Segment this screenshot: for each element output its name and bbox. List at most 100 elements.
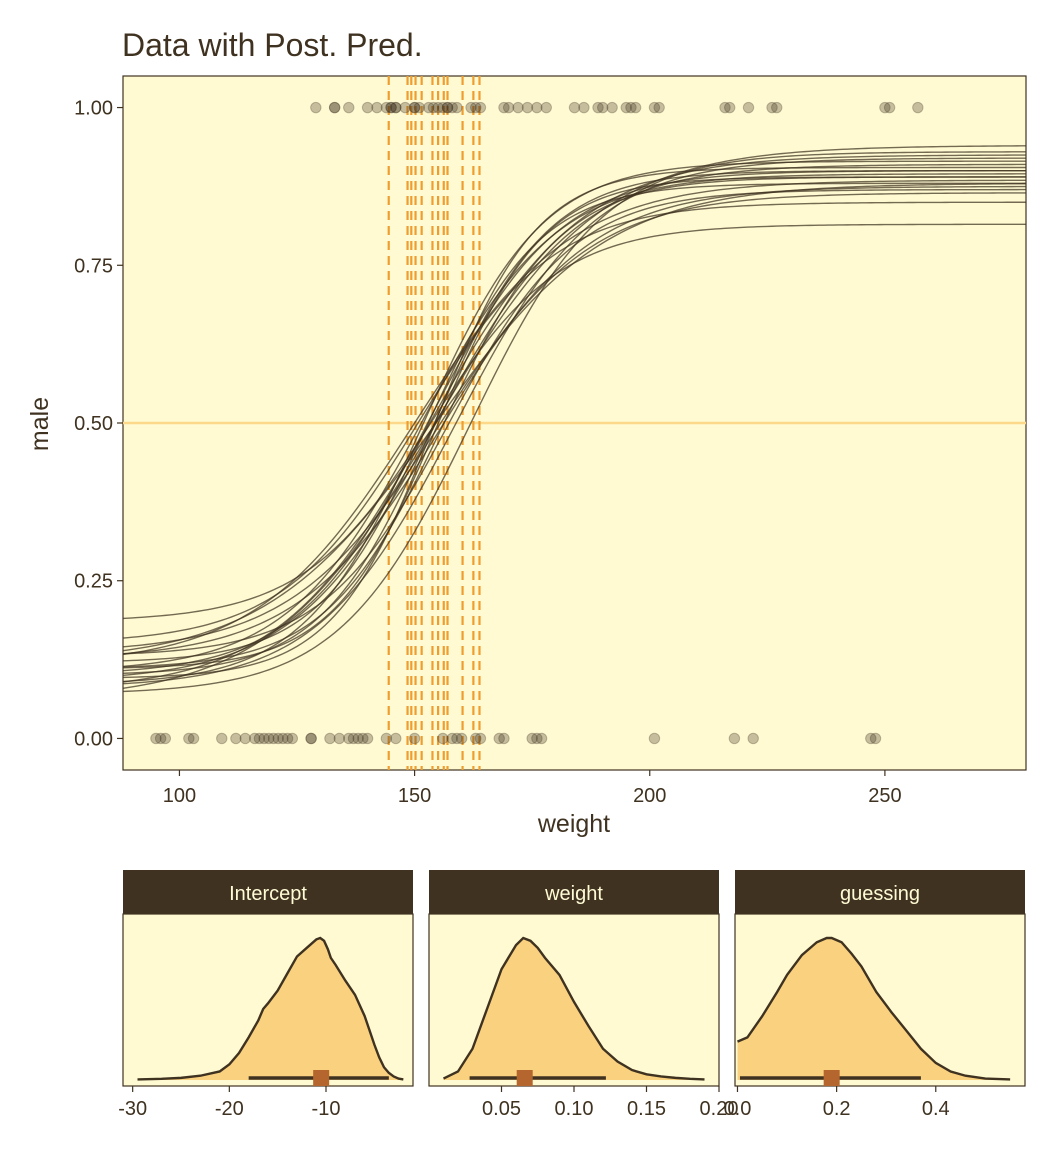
data-point-male-1-19	[441, 101, 454, 114]
x-tick-label-1: 150	[398, 785, 431, 807]
data-point-male-0-17	[305, 732, 317, 745]
data-point-male-0-12	[267, 732, 280, 745]
posterior-curve-5	[122, 145, 1027, 689]
y-tick-label-2: 0.50	[74, 413, 113, 435]
data-point-male-0-27	[390, 732, 402, 745]
facet-2-x-tick-label-1: 0.2	[823, 1098, 851, 1120]
data-point-male-0-32	[455, 732, 468, 745]
data-point-male-0-1	[154, 732, 167, 745]
data-point-male-0-22	[347, 732, 360, 745]
data-point-male-0-42	[747, 732, 759, 745]
density-area-2	[737, 938, 1011, 1080]
data-point-male-1-21	[446, 101, 458, 114]
density-curve-2	[737, 936, 1011, 1081]
data-point-male-0-39	[535, 732, 548, 745]
data-point-male-0-9	[253, 732, 266, 745]
posterior-curve-1	[122, 163, 1027, 677]
data-point-male-1-30	[531, 101, 543, 114]
data-point-male-1-43	[724, 101, 736, 114]
data-point-male-0-31	[451, 732, 463, 745]
data-point-male-1-18	[437, 101, 449, 114]
x-tick-label-2: 200	[633, 785, 666, 807]
data-point-male-1-33	[578, 101, 590, 114]
data-point-male-1-12	[408, 101, 421, 114]
data-point-male-0-3	[183, 732, 195, 745]
y-tick-label-3: 0.75	[74, 255, 113, 277]
data-point-male-0-14	[277, 732, 289, 745]
data-point-male-1-41	[653, 101, 665, 114]
data-point-male-1-29	[521, 101, 534, 114]
point-estimate-1	[516, 1070, 533, 1086]
data-point-male-1-23	[465, 101, 477, 114]
density-area-1	[443, 938, 705, 1080]
data-point-male-1-0	[310, 101, 322, 114]
facet-title-guessing: guessing	[840, 883, 920, 905]
data-point-male-1-15	[423, 101, 435, 114]
facet-title-intercept: Intercept	[229, 883, 307, 905]
chart-title: Data with Post. Pred.	[122, 27, 423, 63]
data-point-male-1-7	[385, 101, 397, 114]
data-point-male-1-45	[766, 101, 778, 114]
data-point-male-0-5	[216, 732, 228, 745]
density-curve-0	[137, 936, 404, 1081]
data-point-male-0-20	[333, 732, 346, 745]
data-point-male-0-13	[272, 732, 284, 745]
data-point-male-0-29	[437, 732, 449, 745]
data-point-male-0-24	[357, 732, 369, 745]
data-point-male-1-48	[883, 101, 896, 114]
posterior-curve-19	[122, 201, 1027, 639]
data-point-male-1-24	[470, 101, 482, 114]
data-point-male-1-46	[771, 101, 783, 114]
x-tick-label-0: 100	[163, 785, 196, 807]
posterior-curve-18	[122, 223, 1027, 620]
data-point-male-0-28	[408, 732, 421, 745]
data-point-male-1-36	[606, 101, 618, 114]
x-tick-label-3: 250	[868, 785, 901, 807]
data-point-male-0-2	[159, 732, 172, 745]
data-point-male-1-40	[648, 101, 661, 114]
data-point-male-1-38	[625, 101, 637, 114]
data-point-male-0-33	[470, 732, 482, 745]
data-point-male-0-21	[343, 732, 355, 745]
data-point-male-1-8	[385, 101, 397, 114]
facet-title-weight: weight	[544, 883, 603, 905]
data-point-male-1-32	[568, 101, 581, 114]
data-point-male-1-9	[390, 101, 402, 114]
data-point-male-1-14	[413, 101, 425, 114]
posterior-curve-14	[122, 192, 1027, 648]
facet-strip-weight	[429, 870, 719, 914]
facet-1-x-tick-label-3: 0.20	[700, 1098, 739, 1120]
data-point-male-0-26	[380, 732, 393, 745]
data-point-male-1-42	[719, 101, 731, 114]
data-point-male-0-7	[239, 732, 251, 745]
data-point-male-0-4	[187, 732, 200, 745]
point-estimate-0	[313, 1070, 330, 1086]
data-point-male-0-41	[728, 732, 741, 745]
data-point-male-0-44	[869, 732, 882, 745]
facet-2-x-tick-label-0: 0.0	[724, 1098, 752, 1120]
x-axis-label: weight	[537, 810, 610, 838]
posterior-curve-7	[122, 173, 1027, 668]
facet-0-x-tick-label-2: -10	[312, 1098, 341, 1120]
data-point-male-1-34	[592, 101, 604, 114]
main-plot-layer: 100 150 200 250 0.00 0.25 0.50 0.75 1.00	[74, 76, 1027, 807]
data-point-male-1-10	[390, 101, 402, 114]
data-point-male-0-35	[493, 732, 505, 745]
data-point-male-1-25	[474, 101, 487, 114]
data-point-male-1-11	[399, 101, 411, 114]
posterior-curve-3	[122, 154, 1027, 683]
data-point-male-0-23	[352, 732, 364, 745]
data-point-male-0-43	[865, 732, 877, 745]
y-tick-label-0: 0.00	[74, 728, 113, 750]
facet-0-x-tick-label-1: -20	[215, 1098, 244, 1120]
facet-layer: -30 -20 -10 0.05 0.10 0.15 0.200.0 0.2 0.4	[118, 936, 1011, 1120]
data-point-male-0-40	[648, 732, 661, 745]
facet-strip-intercept	[123, 870, 413, 914]
posterior-curve-16	[122, 169, 1026, 674]
point-estimate-2	[823, 1070, 840, 1086]
posterior-curve-12	[122, 151, 1027, 693]
data-point-male-1-31	[540, 101, 552, 114]
posterior-curve-15	[122, 157, 1027, 685]
data-point-male-1-39	[629, 101, 642, 114]
